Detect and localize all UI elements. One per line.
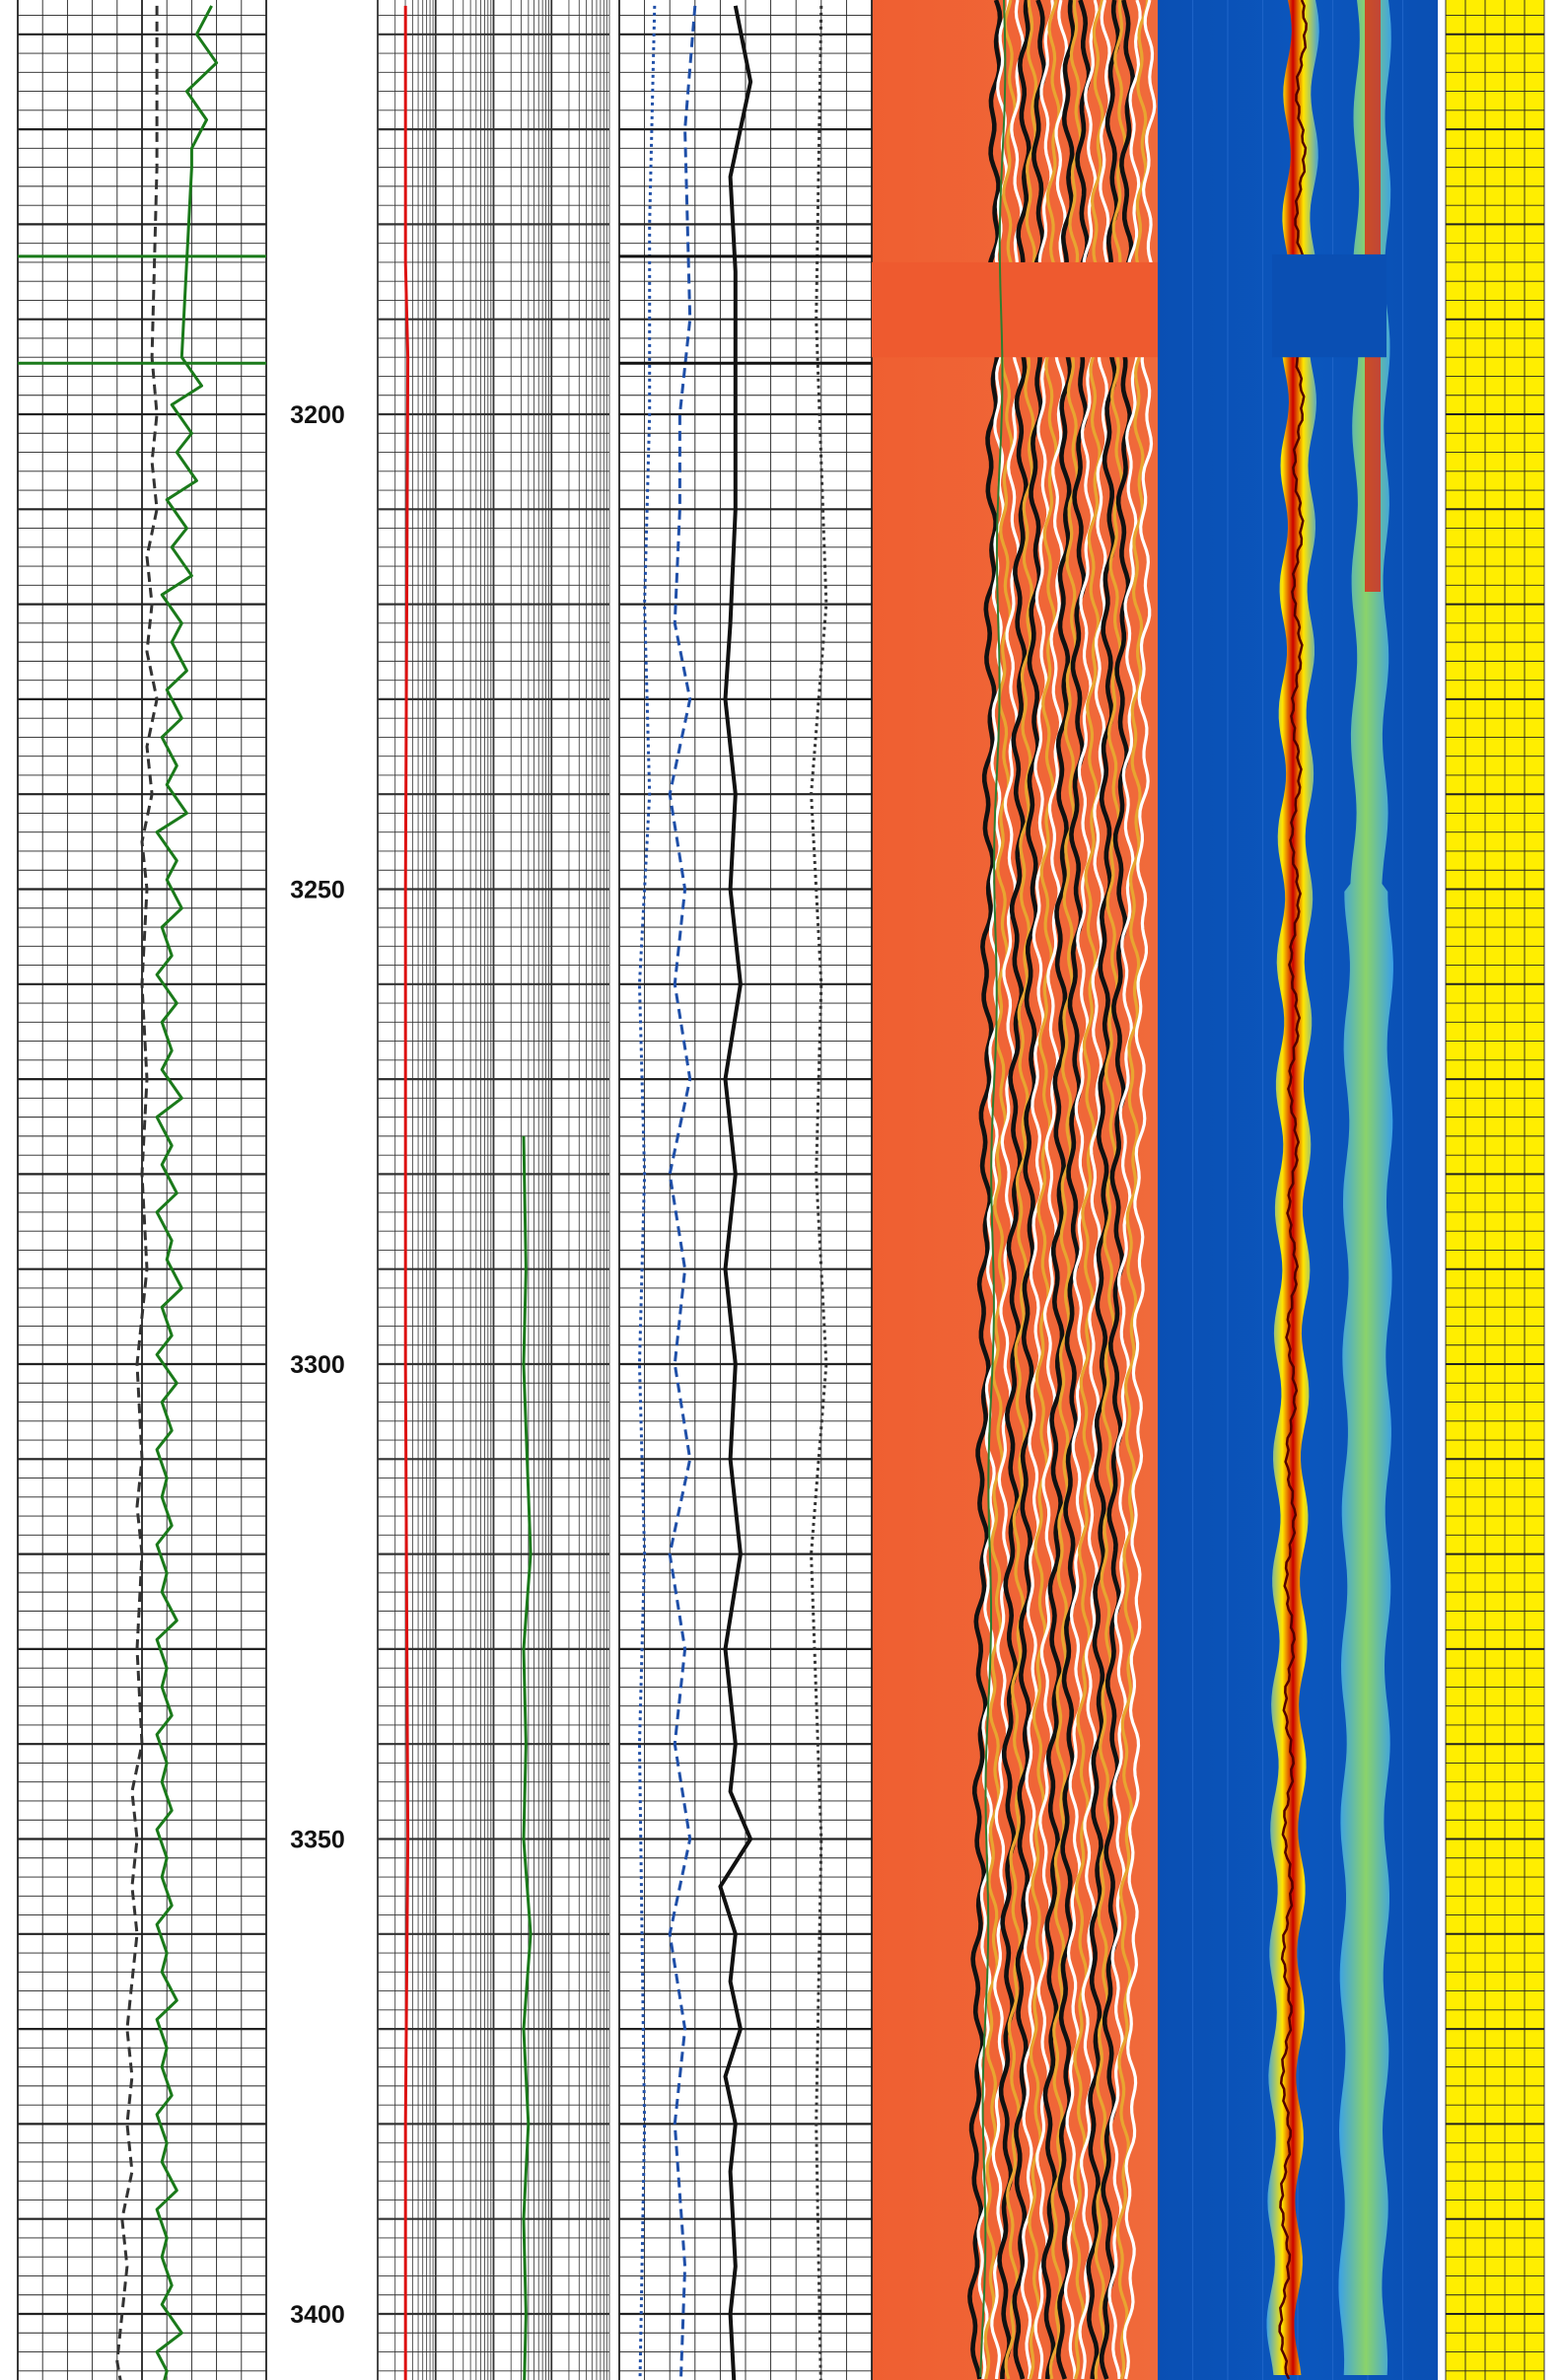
waveform-stripe [1041,0,1076,2380]
depth-tick-label: 3350 [290,1827,345,1854]
image-log-hot-band [1266,0,1319,2375]
waveform-stripe [1094,0,1127,2380]
waveform-stripes [967,0,1157,2380]
waveform-stripe [1086,0,1121,2380]
waveform-gap [872,261,1158,358]
waveform-stripe [1048,0,1083,2380]
log-curve [638,5,657,2380]
depth-column [266,0,378,2380]
image-log-green-band [1338,0,1393,2375]
track-grid-vertical [618,0,873,2380]
image-tracks [872,0,1404,2380]
log-curve [810,5,828,2380]
waveform-stripe [1115,0,1150,2380]
log-curve [668,5,697,2380]
log-curve [522,1135,533,2380]
log-curve [403,5,410,2380]
waveform-stripe [1078,0,1111,2380]
waveform-stripe [1063,0,1099,2380]
depth-tick-label: 3300 [290,1351,345,1379]
waveform-stripe [967,0,1003,2380]
flag-background [1446,0,1544,2380]
waveform-stripe [1122,0,1157,2380]
waveform-stripe [1012,0,1047,2380]
log-curve [155,5,219,2380]
waveform-stripe [1004,0,1038,2380]
waveform-stripe [1107,0,1142,2380]
waveform-edge-curve [979,0,1007,2378]
image-log-gap [1272,253,1386,358]
image-log-bands [1191,0,1404,2380]
image-log-center-line [1278,0,1308,2380]
waveform-stripe [1099,0,1136,2380]
waveform-stripe [1055,0,1092,2380]
depth-tick-label: 3400 [290,2301,345,2329]
depth-tick-label: 3250 [290,877,345,904]
log-curve [115,5,159,2380]
log-grid [17,0,1545,2380]
depth-tick-label: 3200 [290,401,345,429]
log-curves [18,5,872,2380]
track-grid-vertical [377,0,610,2380]
waveform-stripe [983,0,1017,2380]
log-curve [718,5,753,2380]
waveform-stripe [997,0,1031,2380]
flag-grid [1445,0,1545,2380]
